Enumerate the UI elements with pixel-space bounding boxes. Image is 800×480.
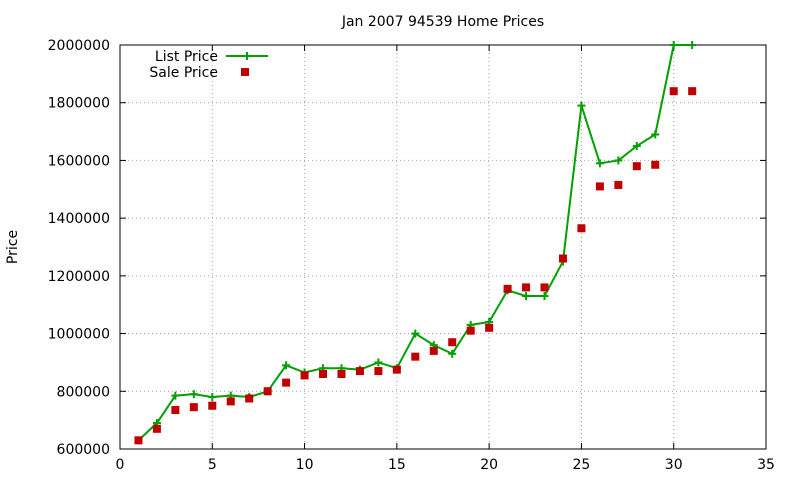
x-tick-labels: 0 5 10 15 20 25 30 35 <box>116 457 775 473</box>
series <box>134 41 697 445</box>
data-point-sale-price <box>485 323 494 332</box>
data-point-list-price <box>448 349 457 358</box>
data-point-sale-price <box>448 338 457 347</box>
legend-label-sale-price: Sale Price <box>149 65 218 81</box>
data-point-sale-price <box>337 369 346 378</box>
grid <box>120 45 766 449</box>
data-point-sale-price <box>152 424 161 433</box>
data-point-list-price <box>411 329 420 338</box>
x-tick-label: 5 <box>208 457 217 473</box>
x-tick-label: 35 <box>757 457 775 473</box>
data-point-list-price <box>614 156 623 165</box>
data-point-sale-price <box>522 283 531 292</box>
y-tick-label: 1600000 <box>48 153 110 169</box>
data-point-sale-price <box>189 403 198 412</box>
data-point-sale-price <box>300 371 309 380</box>
data-point-sale-price <box>171 406 180 415</box>
data-point-sale-price <box>411 352 420 361</box>
y-tick-label: 1000000 <box>48 327 110 343</box>
chart-title: Jan 2007 94539 Home Prices <box>341 14 544 30</box>
axis-ticks <box>119 44 767 450</box>
data-point-sale-price <box>392 365 401 374</box>
data-point-sale-price <box>355 367 364 376</box>
data-point-sale-price <box>503 284 512 293</box>
y-tick-label: 800000 <box>57 384 110 400</box>
legend-marker-list-price <box>243 52 251 60</box>
x-tick-label: 20 <box>480 457 498 473</box>
x-tick-label: 0 <box>116 457 125 473</box>
data-point-sale-price <box>614 180 623 189</box>
data-point-sale-price <box>429 346 438 355</box>
legend-label-list-price: List Price <box>155 49 218 65</box>
data-point-sale-price <box>245 394 254 403</box>
series-line-list-price <box>137 44 693 442</box>
data-point-list-price <box>595 159 604 168</box>
y-tick-label: 2000000 <box>48 38 110 54</box>
data-point-sale-price <box>540 283 549 292</box>
x-tick-label: 30 <box>665 457 683 473</box>
data-point-sale-price <box>688 87 697 96</box>
data-point-sale-price <box>263 387 272 396</box>
data-point-sale-price <box>577 224 586 233</box>
y-tick-label: 1400000 <box>48 211 110 227</box>
plot-frame <box>119 44 767 450</box>
data-point-list-price <box>669 41 678 49</box>
data-point-list-price <box>189 390 198 399</box>
legend-marker-sale-price <box>241 68 249 76</box>
data-point-sale-price <box>226 397 235 406</box>
data-point-sale-price <box>208 401 217 410</box>
data-point-sale-price <box>595 182 604 191</box>
data-point-sale-price <box>134 436 143 445</box>
data-point-list-price <box>577 101 586 110</box>
data-point-sale-price <box>669 87 678 96</box>
data-point-sale-price <box>319 369 328 378</box>
data-point-list-price <box>208 393 217 402</box>
y-tick-label: 1200000 <box>48 269 110 285</box>
data-point-list-price <box>374 358 383 367</box>
y-tick-label: 600000 <box>57 442 110 458</box>
data-point-list-price <box>171 391 180 400</box>
data-point-list-price <box>282 361 291 370</box>
y-tick-labels: 600000 800000 1000000 1200000 1400000 1600000… <box>48 38 110 458</box>
legend: List Price Sale Price <box>149 49 268 81</box>
data-point-sale-price <box>466 326 475 335</box>
data-point-sale-price <box>558 254 567 263</box>
data-point-sale-price <box>374 367 383 376</box>
data-point-list-price <box>688 41 697 49</box>
data-point-list-price <box>540 292 549 301</box>
y-axis-label: Price <box>5 230 21 264</box>
data-point-sale-price <box>632 162 641 171</box>
data-point-sale-price <box>651 160 660 169</box>
data-point-list-price <box>651 130 660 139</box>
data-point-list-price <box>522 292 531 301</box>
x-tick-label: 15 <box>388 457 406 473</box>
x-tick-label: 25 <box>573 457 591 473</box>
x-tick-label: 10 <box>296 457 314 473</box>
y-tick-label: 1800000 <box>48 96 110 112</box>
data-point-list-price <box>632 142 641 150</box>
data-point-sale-price <box>282 378 291 387</box>
